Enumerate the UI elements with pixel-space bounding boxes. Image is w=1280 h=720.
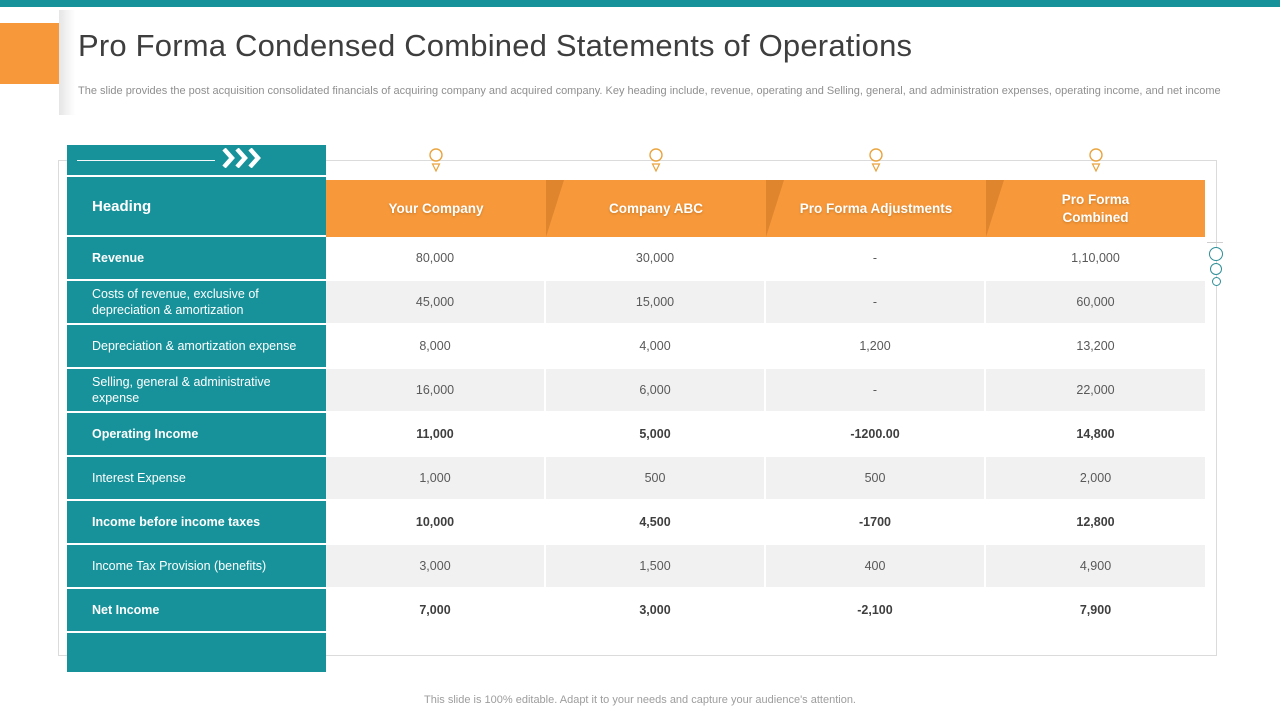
- cell-value: 4,900: [986, 545, 1205, 589]
- sidebar-filler: [67, 633, 326, 672]
- row-label-income-tax-provision: Income Tax Provision (benefits): [67, 545, 326, 589]
- frame-tick-mark: [1207, 242, 1223, 243]
- table-row: 1,000 500 500 2,000: [326, 457, 1205, 501]
- column-header-label: Pro Forma Combined: [1061, 191, 1130, 225]
- table-row: 16,000 6,000 - 22,000: [326, 369, 1205, 413]
- row-label-depreciation: Depreciation & amortization expense: [67, 325, 326, 369]
- cell-value: 11,000: [326, 413, 546, 457]
- cell-value: 6,000: [546, 369, 766, 413]
- cell-value: 500: [546, 457, 766, 501]
- column-header-your-company: Your Company: [326, 180, 546, 237]
- cell-value: 5,000: [546, 413, 766, 457]
- cell-value: -1700: [766, 501, 986, 545]
- orange-corner-square: [0, 23, 59, 84]
- cell-value: 400: [766, 545, 986, 589]
- cell-value: 1,10,000: [986, 237, 1205, 281]
- cell-value: 8,000: [326, 325, 546, 369]
- cell-value: 45,000: [326, 281, 546, 325]
- cell-value: -: [766, 369, 986, 413]
- row-label-interest-expense: Interest Expense: [67, 457, 326, 501]
- cell-value: 1,500: [546, 545, 766, 589]
- cell-value: 15,000: [546, 281, 766, 325]
- table-row: 3,000 1,500 400 4,900: [326, 545, 1205, 589]
- column-header-pro-forma-combined: Pro Forma Combined: [986, 180, 1205, 237]
- cell-value: 13,200: [986, 325, 1205, 369]
- cell-value: 60,000: [986, 281, 1205, 325]
- page-fold-shadow: [59, 10, 75, 115]
- cell-value: 14,800: [986, 413, 1205, 457]
- circle-icon: [1209, 247, 1223, 261]
- table-row: 80,000 30,000 - 1,10,000: [326, 237, 1205, 281]
- cell-value: -1200.00: [766, 413, 986, 457]
- cell-value: 2,000: [986, 457, 1205, 501]
- heading-column: Heading Revenue Costs of revenue, exclus…: [67, 145, 326, 672]
- cell-value: 10,000: [326, 501, 546, 545]
- top-accent-bar: [0, 0, 1280, 7]
- slide-description: The slide provides the post acquisition …: [78, 85, 1221, 97]
- location-pin-icon: [868, 147, 884, 175]
- table-row: 10,000 4,500 -1700 12,800: [326, 501, 1205, 545]
- cell-value: 500: [766, 457, 986, 501]
- row-label-sga-expense: Selling, general & administrative expens…: [67, 369, 326, 413]
- page-title: Pro Forma Condensed Combined Statements …: [78, 28, 913, 63]
- cell-value: 3,000: [326, 545, 546, 589]
- table-header-row: Your Company Company ABC Pro Forma Adjus…: [326, 180, 1205, 237]
- table-row: 7,000 3,000 -2,100 7,900: [326, 589, 1205, 633]
- cell-value: 80,000: [326, 237, 546, 281]
- table-row: 11,000 5,000 -1200.00 14,800: [326, 413, 1205, 457]
- cell-value: 3,000: [546, 589, 766, 633]
- decorative-circles: [1209, 247, 1223, 286]
- row-label-operating-income: Operating Income: [67, 413, 326, 457]
- row-label-net-income: Net Income: [67, 589, 326, 633]
- location-pin-icon: [428, 147, 444, 175]
- cell-value: -2,100: [766, 589, 986, 633]
- circle-icon: [1211, 277, 1221, 286]
- column-header-company-abc: Company ABC: [546, 180, 766, 237]
- circle-icon: [1210, 263, 1222, 275]
- row-label-revenue: Revenue: [67, 237, 326, 281]
- cell-value: 16,000: [326, 369, 546, 413]
- triple-chevron-right-icon: [221, 147, 261, 173]
- cell-value: 12,800: [986, 501, 1205, 545]
- chevron-line: [77, 159, 215, 161]
- slide-footer-note: This slide is 100% editable. Adapt it to…: [424, 694, 856, 706]
- cell-value: -: [766, 281, 986, 325]
- cell-value: -: [766, 237, 986, 281]
- cell-value: 7,000: [326, 589, 546, 633]
- column-header-pro-forma-adjustments: Pro Forma Adjustments: [766, 180, 986, 237]
- cell-value: 4,000: [546, 325, 766, 369]
- cell-value: 22,000: [986, 369, 1205, 413]
- location-pin-icon: [1088, 147, 1104, 175]
- table-corner-heading: Heading: [67, 177, 326, 237]
- location-pin-icon: [648, 147, 664, 175]
- table-frame-border: [58, 160, 1217, 656]
- cell-value: 30,000: [546, 237, 766, 281]
- row-label-costs-of-revenue: Costs of revenue, exclusive of depreciat…: [67, 281, 326, 325]
- cell-value: 7,900: [986, 589, 1205, 633]
- chevron-decor-row: [67, 145, 326, 177]
- table-row: 8,000 4,000 1,200 13,200: [326, 325, 1205, 369]
- row-label-income-before-taxes: Income before income taxes: [67, 501, 326, 545]
- cell-value: 1,000: [326, 457, 546, 501]
- financials-table: Your Company Company ABC Pro Forma Adjus…: [326, 180, 1205, 633]
- cell-value: 4,500: [546, 501, 766, 545]
- table-row: 45,000 15,000 - 60,000: [326, 281, 1205, 325]
- cell-value: 1,200: [766, 325, 986, 369]
